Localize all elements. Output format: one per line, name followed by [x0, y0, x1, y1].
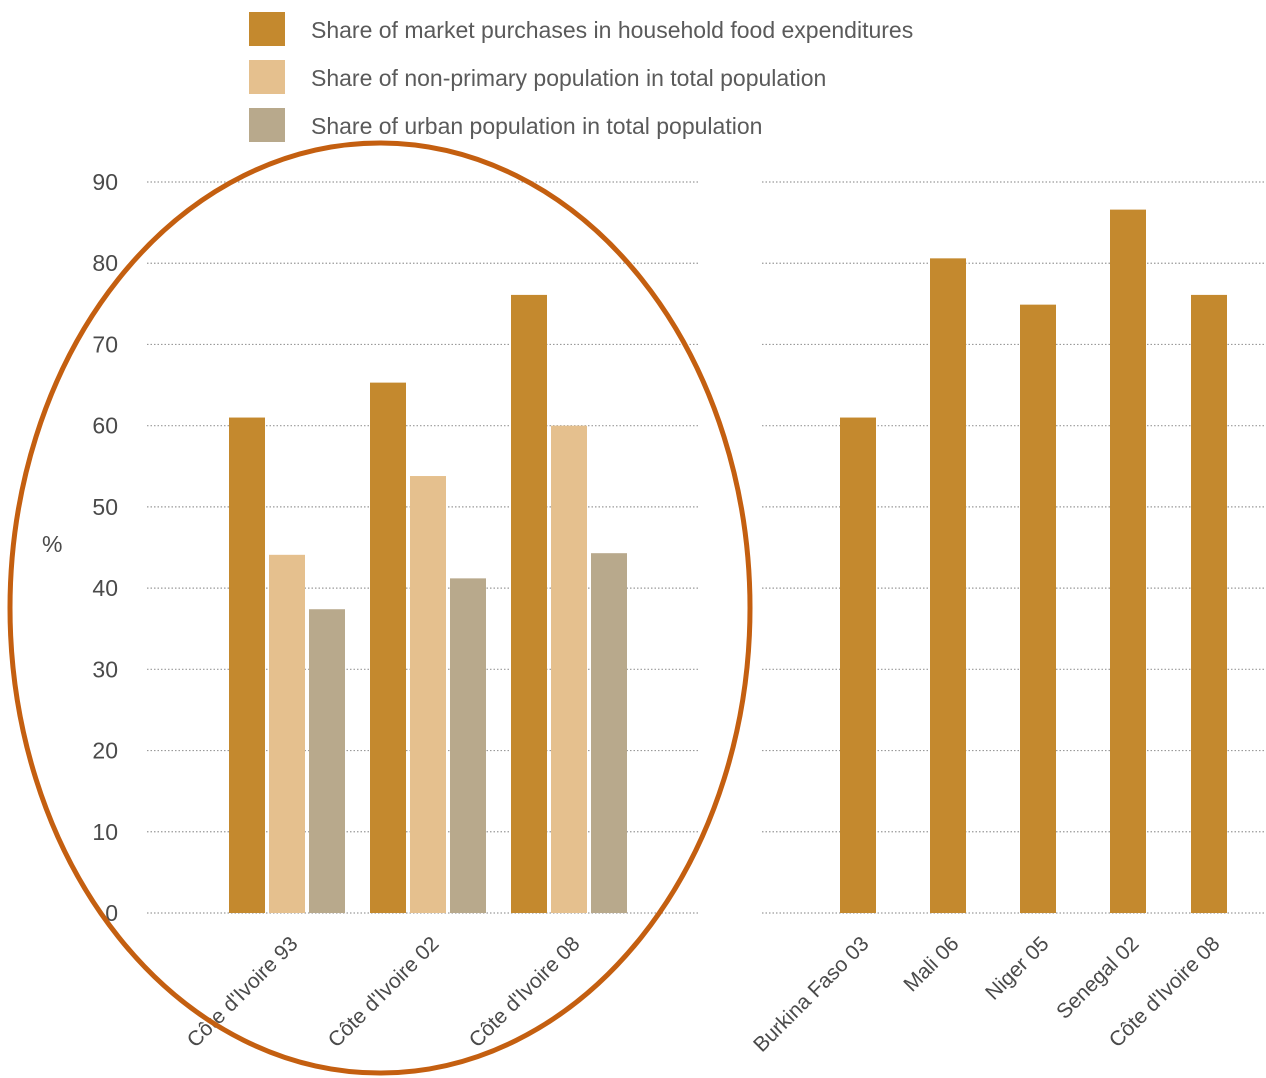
left-bar-1-series-1	[229, 417, 265, 913]
right-category-label-1: Burkina Faso 03	[749, 932, 873, 1056]
legend-label-2: Share of non-primary population in total…	[311, 65, 826, 91]
left-bar-2-series-1	[370, 382, 406, 913]
right-bar-1-series-1	[840, 417, 876, 913]
y-tick-label: 30	[92, 656, 118, 682]
y-tick-label: 70	[92, 331, 118, 357]
legend-swatch-1	[249, 12, 285, 46]
legend-swatch-2	[249, 60, 285, 94]
left-bar-3-series-3	[591, 553, 627, 913]
right-bar-3-series-1	[1020, 304, 1056, 913]
left-bar-2-series-3	[450, 578, 486, 913]
highlight-ellipse	[7, 140, 753, 1076]
y-axis-ticks: 0 10 20 30 40 50 60 70 80 90	[92, 169, 118, 926]
y-tick-label: 10	[92, 819, 118, 845]
y-tick-label: 0	[105, 900, 118, 926]
y-tick-label: 90	[92, 169, 118, 195]
right-panel-gridlines	[762, 181, 1266, 914]
right-bar-2-series-1	[930, 258, 966, 913]
left-bar-1-series-2	[269, 554, 305, 913]
legend-swatch-3	[249, 108, 285, 142]
chart-legend: Share of market purchases in household f…	[249, 12, 913, 142]
left-bar-3-series-1	[511, 294, 547, 913]
legend-label-1: Share of market purchases in household f…	[311, 17, 913, 43]
left-bar-3-series-2	[551, 425, 587, 913]
right-bar-4-series-1	[1110, 209, 1146, 914]
right-category-label-2: Mali 06	[899, 932, 963, 996]
y-tick-label: 20	[92, 738, 118, 764]
y-tick-label: 80	[92, 250, 118, 276]
left-panel-bars	[229, 294, 627, 913]
left-category-label-1: Côte d'Ivoire 93	[183, 932, 303, 1052]
right-category-label-3: Niger 05	[981, 932, 1053, 1004]
left-bar-1-series-3	[309, 609, 345, 913]
right-panel-bars	[840, 209, 1227, 914]
left-bar-2-series-2	[410, 476, 446, 913]
legend-label-3: Share of urban population in total popul…	[311, 113, 762, 139]
y-axis-label: %	[42, 531, 62, 557]
y-tick-label: 50	[92, 494, 118, 520]
right-bar-5-series-1	[1191, 294, 1227, 913]
left-category-label-2: Côte d'Ivoire 02	[324, 932, 444, 1052]
y-tick-label: 40	[92, 575, 118, 601]
y-tick-label: 60	[92, 413, 118, 439]
